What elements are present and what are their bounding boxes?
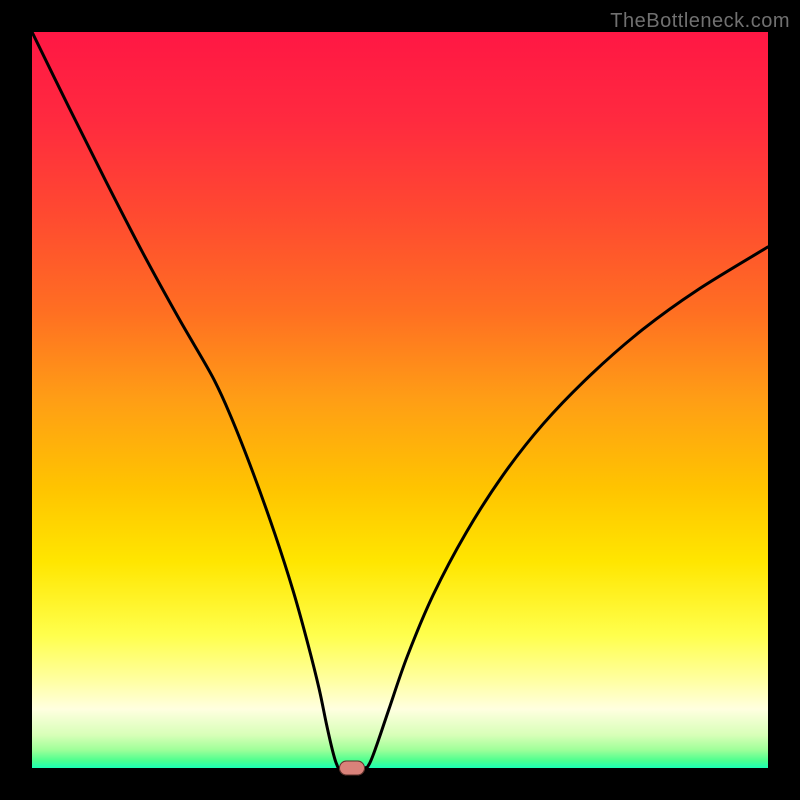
watermark-text: TheBottleneck.com (610, 10, 790, 33)
curve-path (32, 32, 768, 768)
plot-area (32, 32, 768, 768)
outer-frame: TheBottleneck.com (0, 0, 800, 800)
min-marker (339, 761, 365, 776)
bottleneck-curve (32, 32, 768, 768)
